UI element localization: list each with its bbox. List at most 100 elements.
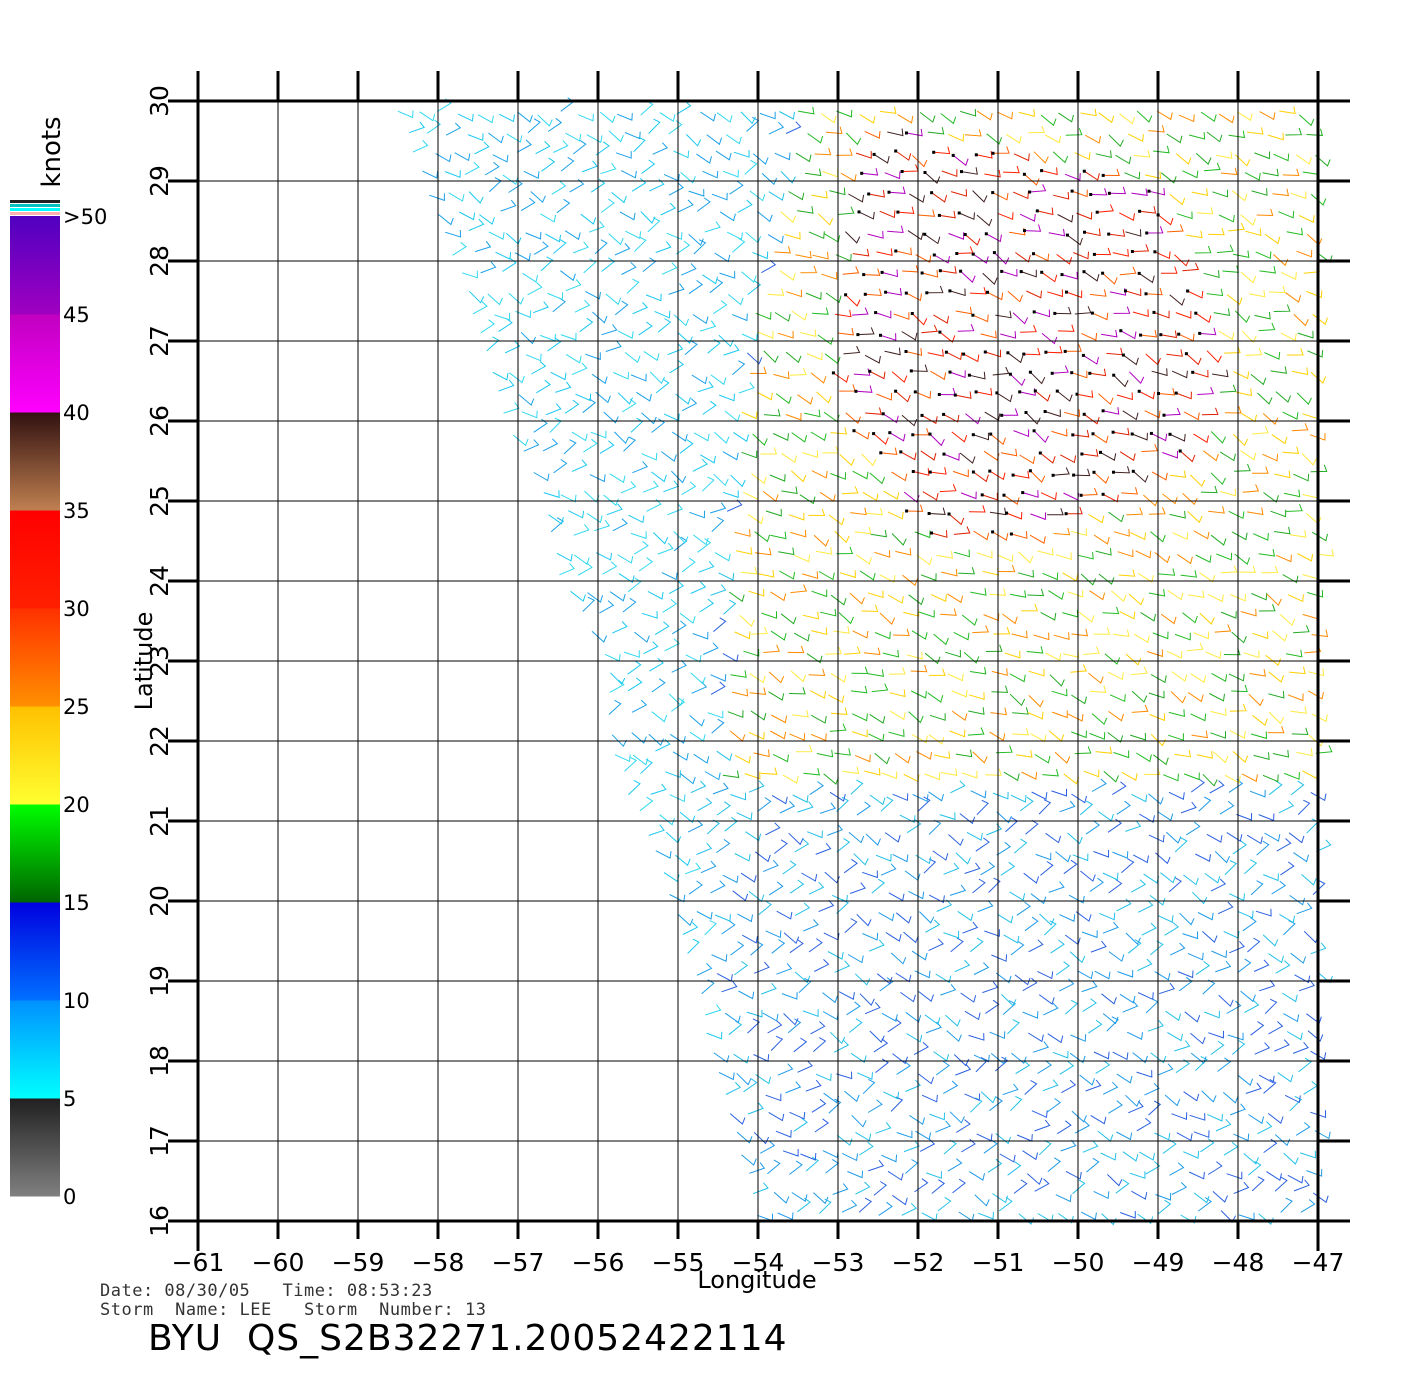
wind-vector <box>1007 1161 1022 1176</box>
wind-vector <box>1124 171 1141 180</box>
wind-vector <box>1279 614 1296 627</box>
wind-vector <box>930 370 947 381</box>
wind-vector <box>573 524 590 536</box>
wind-vector <box>862 870 878 879</box>
wind-vector <box>685 134 702 147</box>
wind-vector <box>790 470 807 483</box>
wind-vector <box>1089 188 1108 196</box>
wind-vector <box>916 554 933 566</box>
wind-vector <box>990 707 1008 716</box>
wind-vector <box>1089 877 1104 892</box>
wind-vector <box>1176 211 1193 220</box>
wind-vector <box>1103 770 1119 783</box>
wind-vector <box>748 731 765 740</box>
wind-vector <box>1276 838 1292 852</box>
wind-vector <box>1070 189 1088 198</box>
wind-vector <box>839 384 856 392</box>
wind-vector <box>671 660 687 673</box>
wind-vector <box>887 1170 904 1181</box>
wind-vector <box>950 780 966 794</box>
y-tick-label: 23 <box>145 645 174 677</box>
storm-info-line: Storm Name: LEE Storm Number: 13 <box>100 1300 487 1320</box>
wind-vector <box>880 796 894 812</box>
wind-vector <box>749 673 766 684</box>
wind-vector <box>669 794 686 803</box>
wind-vector <box>1272 630 1288 642</box>
wind-vector <box>940 608 957 616</box>
wind-vector <box>1031 791 1048 800</box>
wind-vector <box>1040 492 1057 501</box>
wind-vector <box>1099 912 1116 921</box>
wind-vector <box>1302 167 1320 175</box>
wind-vector <box>520 331 536 345</box>
wind-vector <box>1155 1192 1172 1201</box>
wind-vector <box>560 156 575 172</box>
wind-vector <box>1279 913 1296 924</box>
wind-vector <box>991 954 1008 962</box>
wind-vector <box>844 293 861 307</box>
wind-vector <box>744 159 758 175</box>
wind-vector <box>919 911 935 924</box>
wind-vector <box>986 133 1003 145</box>
wind-vector <box>738 990 755 1000</box>
wind-vector <box>958 567 975 575</box>
wind-vector <box>1251 1176 1265 1192</box>
wind-vector <box>580 213 597 225</box>
wind-vector <box>560 270 576 282</box>
wind-vector <box>792 709 809 718</box>
wind-vector <box>915 1130 932 1141</box>
wind-vector <box>1032 429 1049 444</box>
wind-vector <box>1263 873 1279 882</box>
wind-vector <box>828 514 845 526</box>
wind-vector <box>1180 801 1197 814</box>
wind-vector <box>814 147 832 156</box>
wind-vector <box>1009 590 1027 598</box>
wind-vector <box>853 368 871 376</box>
wind-vector <box>742 491 759 500</box>
wind-vector <box>753 1131 770 1145</box>
wind-vector <box>1183 874 1199 886</box>
wind-vector <box>1164 1094 1181 1107</box>
wind-vector <box>978 1211 994 1220</box>
wind-vector <box>623 436 636 452</box>
wind-vector <box>969 1097 983 1113</box>
wind-vector <box>1127 939 1142 954</box>
wind-vector <box>868 939 885 952</box>
wind-vector <box>1119 113 1136 125</box>
wind-vector <box>1075 390 1094 398</box>
wind-vector <box>1137 899 1154 913</box>
wind-vector <box>1216 552 1233 561</box>
wind-vector <box>700 111 716 122</box>
wind-vector <box>1167 224 1184 233</box>
wind-vector <box>1162 450 1178 459</box>
wind-vector <box>1100 1152 1117 1161</box>
wind-vector <box>1018 388 1036 396</box>
wind-vector <box>810 733 827 742</box>
wind-vector <box>1226 832 1243 842</box>
wind-vector <box>982 272 998 285</box>
wind-vector <box>927 507 946 515</box>
wind-vector <box>1063 409 1081 417</box>
wind-vector <box>1155 852 1171 865</box>
wind-vector <box>864 1001 881 1015</box>
wind-vector <box>759 111 776 120</box>
wind-vector <box>673 314 690 327</box>
wind-vector <box>1218 113 1235 124</box>
wind-vector <box>560 494 577 503</box>
wind-vector <box>1231 631 1247 644</box>
wind-vector <box>989 1031 1006 1040</box>
wind-vector <box>614 243 631 256</box>
wind-vector <box>702 400 717 415</box>
wind-vector <box>1214 624 1232 633</box>
wind-vector <box>821 272 838 280</box>
wind-vector <box>1141 922 1157 936</box>
wind-vector <box>1064 506 1083 516</box>
wind-vector <box>716 801 731 816</box>
wind-vector <box>1258 813 1275 822</box>
wind-vector <box>749 1162 766 1174</box>
wind-vector <box>723 599 737 615</box>
wind-vector <box>973 1054 990 1063</box>
wind-vector <box>1058 1213 1074 1224</box>
wind-vector <box>1098 573 1115 585</box>
wind-vector <box>1283 1152 1299 1165</box>
